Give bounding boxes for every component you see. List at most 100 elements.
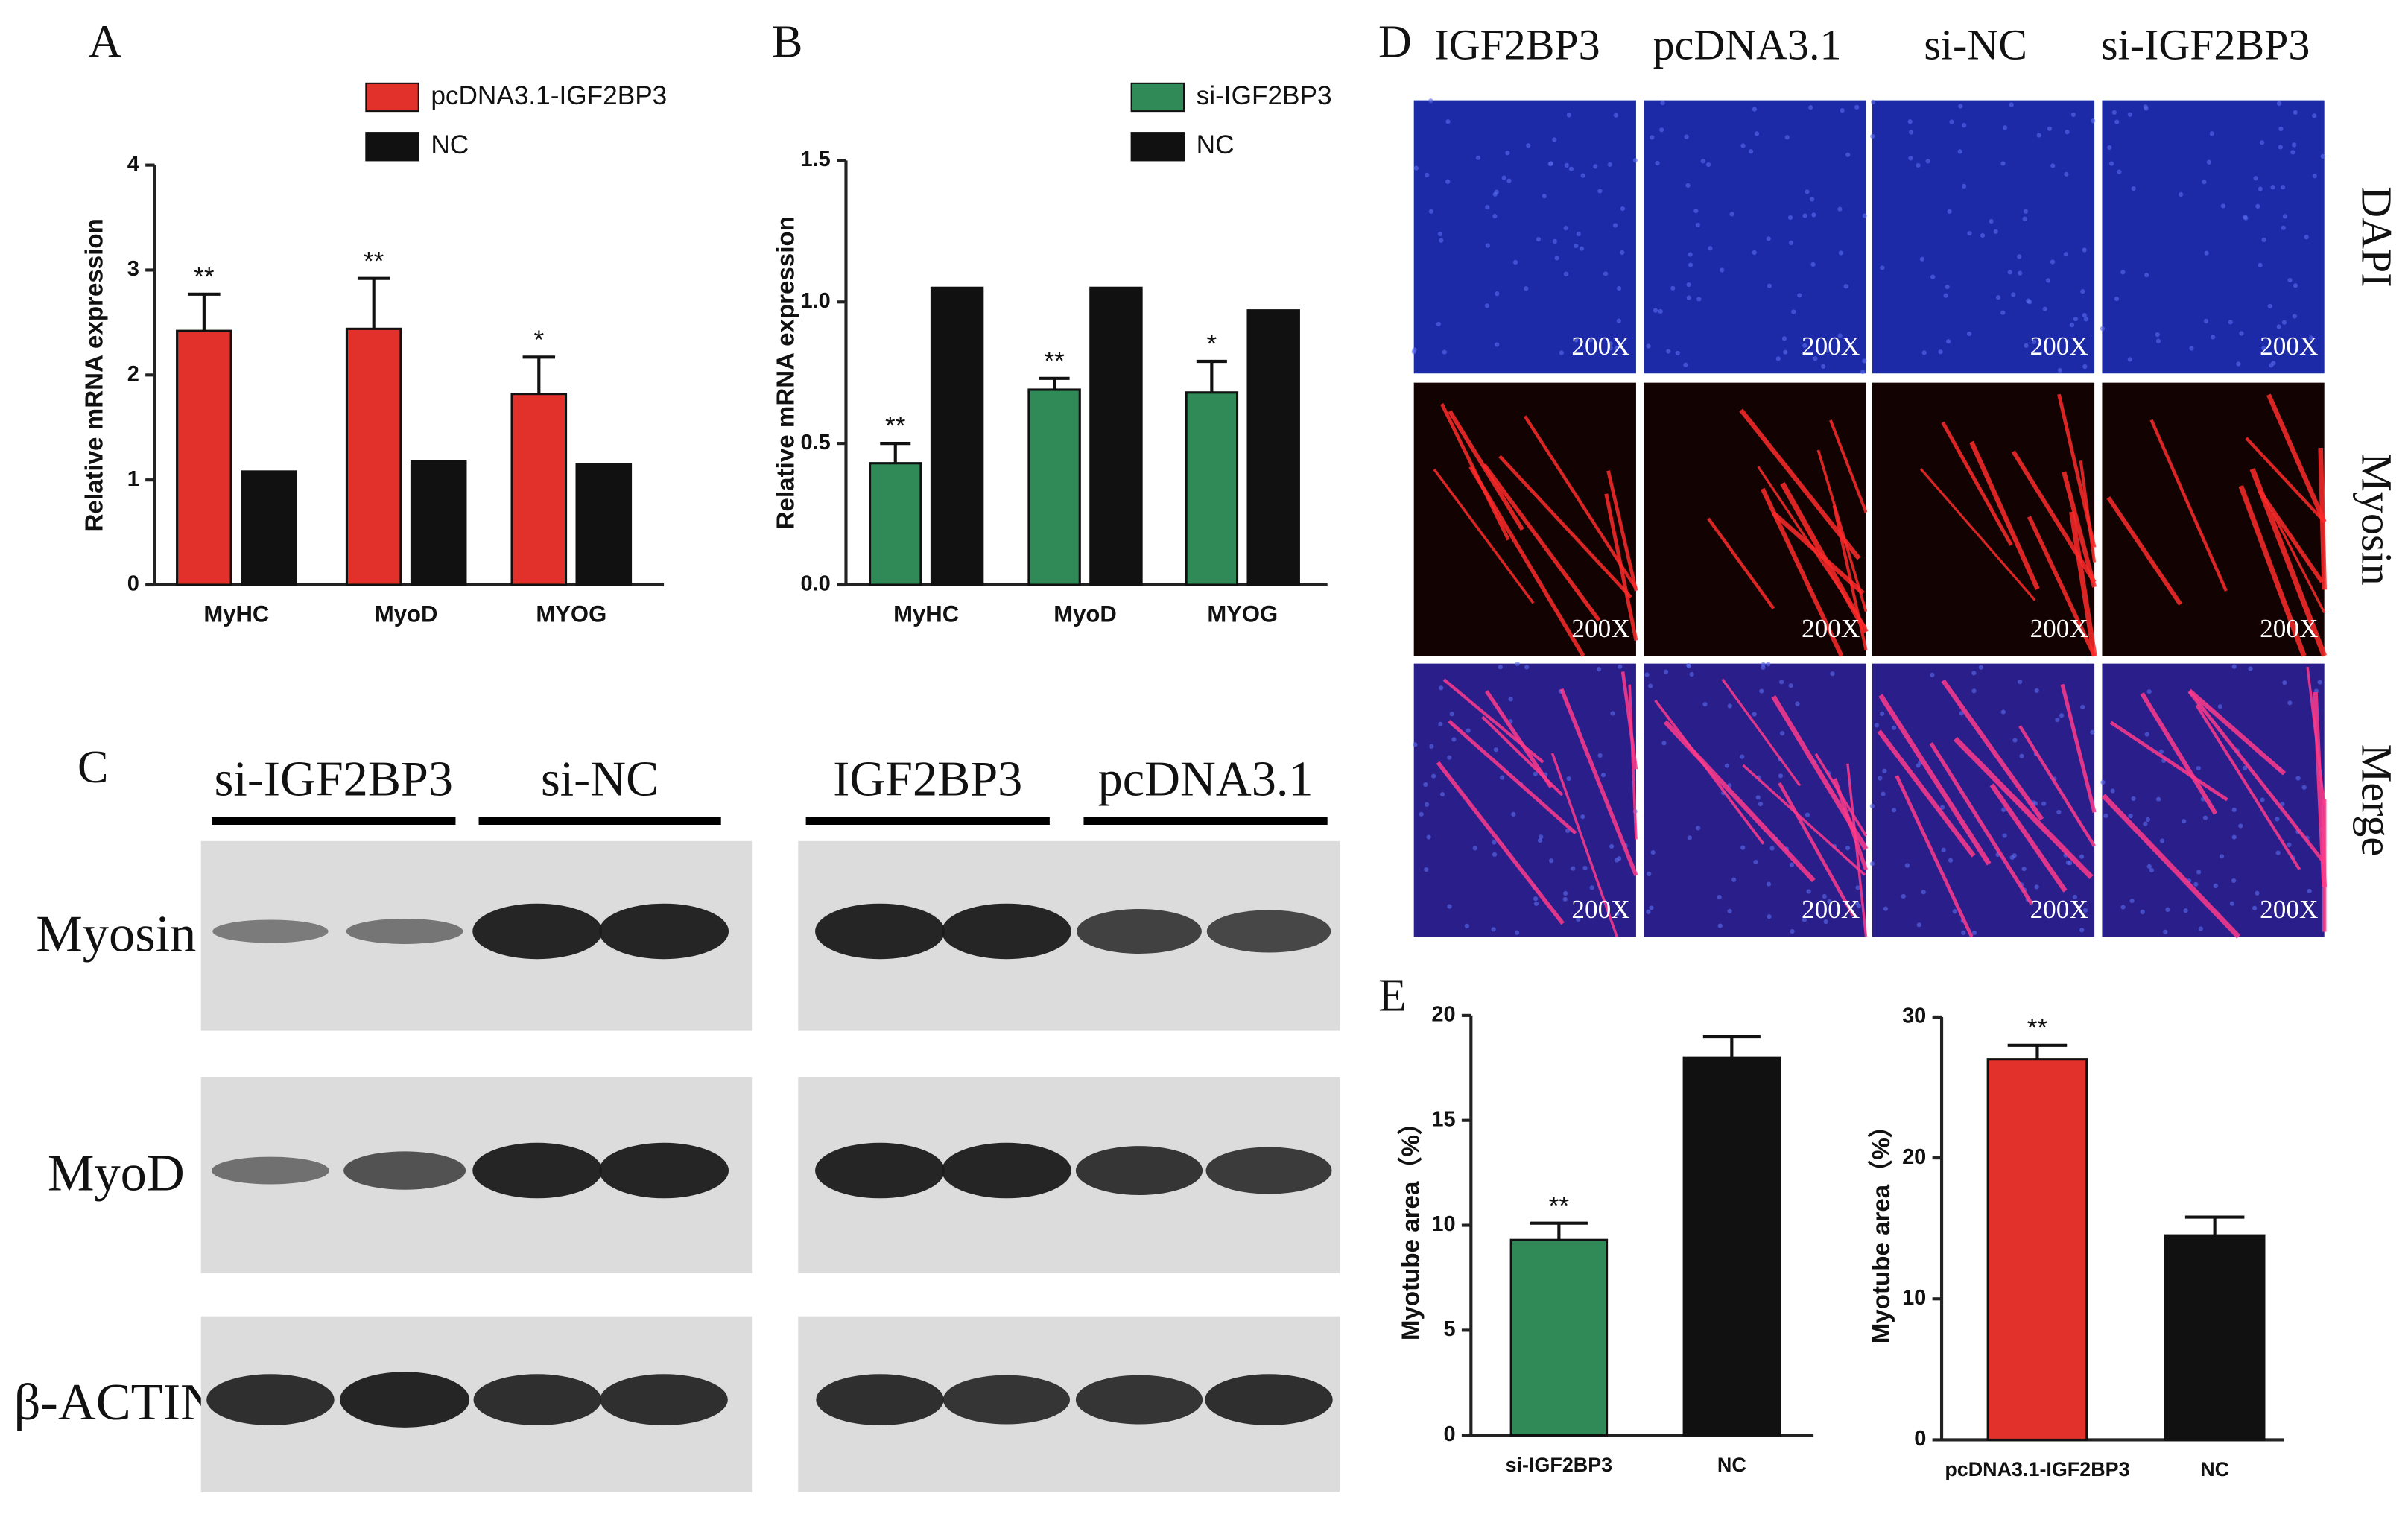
nucleus — [1925, 159, 1930, 164]
nucleus — [2155, 796, 2161, 802]
myotube — [1771, 510, 1865, 595]
nucleus — [2267, 303, 2272, 309]
nucleus — [2155, 338, 2161, 343]
nucleus — [1916, 162, 1921, 168]
myotube — [1606, 470, 1638, 592]
nucleus — [1780, 731, 1785, 736]
nucleus — [1686, 282, 1691, 288]
nucleus — [1524, 286, 1529, 291]
nucleus — [2072, 894, 2077, 900]
nucleus — [2239, 331, 2244, 336]
myotube — [1778, 782, 1855, 917]
nucleus — [2253, 176, 2258, 181]
myotube — [2249, 468, 2328, 657]
nucleus — [1843, 284, 1848, 289]
nucleus — [2202, 180, 2207, 185]
nucleus — [1802, 917, 1807, 922]
y-tick-label: 0 — [1914, 1427, 1926, 1451]
myotube — [2258, 490, 2324, 583]
group-label: IGF2BP3 — [833, 752, 1022, 806]
myotube — [1832, 504, 1868, 650]
y-axis-label: Myotube area（%） — [1397, 1110, 1425, 1340]
nucleus — [1908, 130, 1914, 135]
myotube — [2266, 393, 2327, 523]
nucleus — [1860, 369, 1866, 375]
myotube — [1833, 778, 1869, 871]
nucleus — [1447, 904, 1452, 909]
band — [941, 903, 1071, 960]
nucleus — [1526, 143, 1531, 148]
magnification-label: 200X — [1802, 332, 1860, 361]
row-label: β-ACTIN — [14, 1373, 218, 1431]
nucleus — [1727, 908, 1732, 914]
nucleus — [2143, 104, 2148, 110]
nucleus — [1445, 179, 1451, 184]
nucleus — [2082, 364, 2088, 370]
nucleus — [1568, 166, 1574, 171]
micrograph — [2102, 100, 2325, 374]
nucleus — [1941, 847, 1946, 852]
nucleus — [1769, 846, 1775, 851]
nucleus — [1874, 723, 1880, 728]
nucleus — [1659, 127, 1664, 133]
bar — [869, 462, 922, 586]
nucleus — [1576, 231, 1581, 237]
nucleus — [1603, 271, 1609, 276]
nucleus — [1919, 256, 1925, 262]
nucleus — [2281, 225, 2286, 230]
nucleus — [1740, 845, 1746, 850]
nucleus — [1495, 291, 1500, 297]
nucleus — [1616, 285, 1622, 291]
band — [599, 903, 729, 960]
nucleus — [1647, 871, 1652, 877]
nucleus — [1878, 776, 1883, 781]
nucleus — [1775, 356, 1781, 361]
nucleus — [1593, 164, 1598, 169]
significance-label: ** — [194, 262, 215, 291]
nucleus — [1413, 742, 1418, 747]
nucleus — [1766, 236, 1771, 241]
nucleus — [1449, 712, 1454, 717]
nucleus — [1971, 671, 1977, 676]
nucleus — [1822, 893, 1827, 899]
nucleus — [1700, 159, 1705, 164]
significance-label: ** — [2027, 1013, 2048, 1042]
magnification-label: 200X — [2030, 895, 2088, 924]
nucleus — [2024, 343, 2029, 348]
nucleus — [2202, 815, 2208, 820]
nucleus — [1505, 151, 1510, 156]
nucleus — [1429, 744, 1434, 749]
nucleus — [1939, 805, 1945, 810]
nucleus — [2292, 314, 2297, 319]
myotube — [2060, 683, 2097, 814]
myotube — [1485, 690, 1553, 789]
myotube — [1559, 688, 1638, 877]
nucleus — [1696, 826, 1701, 831]
nucleus — [1425, 802, 1430, 807]
nucleus — [2290, 150, 2295, 155]
bar — [1185, 391, 1239, 586]
nucleus — [2228, 320, 2233, 325]
nucleus — [1439, 685, 1444, 691]
nucleus — [2258, 186, 2263, 191]
nucleus — [2110, 788, 2115, 794]
nucleus — [1426, 834, 1431, 840]
nucleus — [1943, 293, 1948, 298]
row-label: Myosin — [36, 905, 196, 963]
nucleus — [1881, 791, 1886, 796]
nucleus — [2021, 867, 2027, 872]
nucleus — [2127, 357, 2132, 362]
significance-label: * — [1207, 330, 1217, 359]
nucleus — [1962, 183, 1967, 189]
nucleus — [1424, 867, 1429, 872]
nucleus — [1752, 250, 1757, 256]
nucleus — [1869, 803, 1875, 809]
nucleus — [1688, 252, 1693, 257]
nucleus — [2281, 320, 2287, 325]
nucleus — [2248, 666, 2253, 671]
band — [815, 1142, 945, 1199]
nucleus — [1971, 688, 1977, 694]
nucleus — [2293, 110, 2298, 115]
row-label: Merge — [2353, 744, 2401, 856]
nucleus — [1790, 928, 1795, 934]
